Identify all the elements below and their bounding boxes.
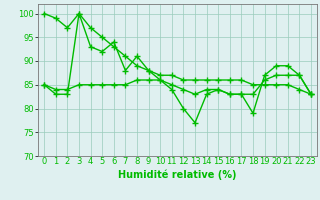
X-axis label: Humidité relative (%): Humidité relative (%)	[118, 169, 237, 180]
